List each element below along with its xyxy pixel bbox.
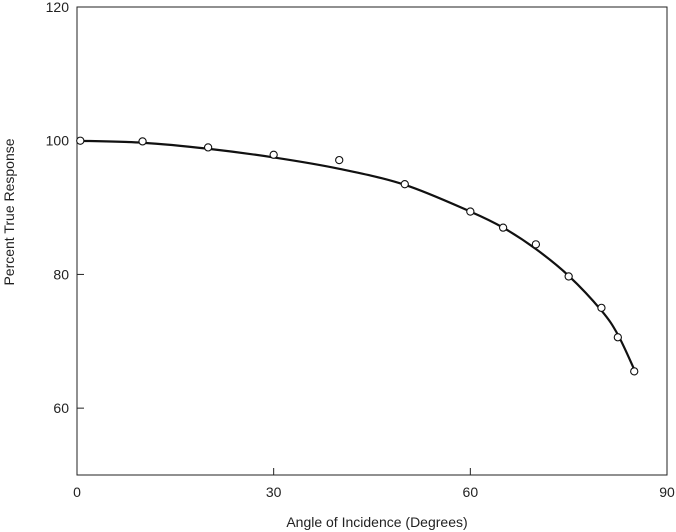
x-tick-label: 0: [73, 484, 81, 500]
plot-frame: [76, 6, 668, 476]
y-tick-label: 100: [46, 133, 70, 149]
x-tick-label: 30: [266, 484, 282, 500]
y-tick-label: 80: [53, 266, 69, 282]
y-tick-label: 120: [46, 0, 70, 15]
data-point: [466, 207, 475, 216]
x-axis-label: Angle of Incidence (Degrees): [286, 514, 467, 530]
data-point: [269, 150, 278, 159]
axis-ticks: 0 30 60 90 60 80 100 120: [46, 0, 675, 500]
data-point: [400, 180, 409, 189]
data-point: [531, 240, 541, 249]
y-axis-label: Percent True Response: [1, 138, 17, 285]
data-point: [613, 333, 622, 342]
data-point: [498, 223, 508, 232]
data-point: [203, 143, 213, 152]
data-point: [138, 137, 147, 146]
x-tick-label: 60: [463, 484, 479, 500]
data-point: [76, 136, 85, 145]
data-points: [76, 136, 639, 376]
x-tick-label: 90: [659, 484, 675, 500]
data-point: [597, 303, 606, 313]
data-point: [335, 155, 344, 165]
data-point: [564, 272, 573, 281]
fitted-curve: [76, 139, 636, 370]
y-tick-label: 60: [53, 400, 69, 416]
data-point: [630, 367, 639, 376]
